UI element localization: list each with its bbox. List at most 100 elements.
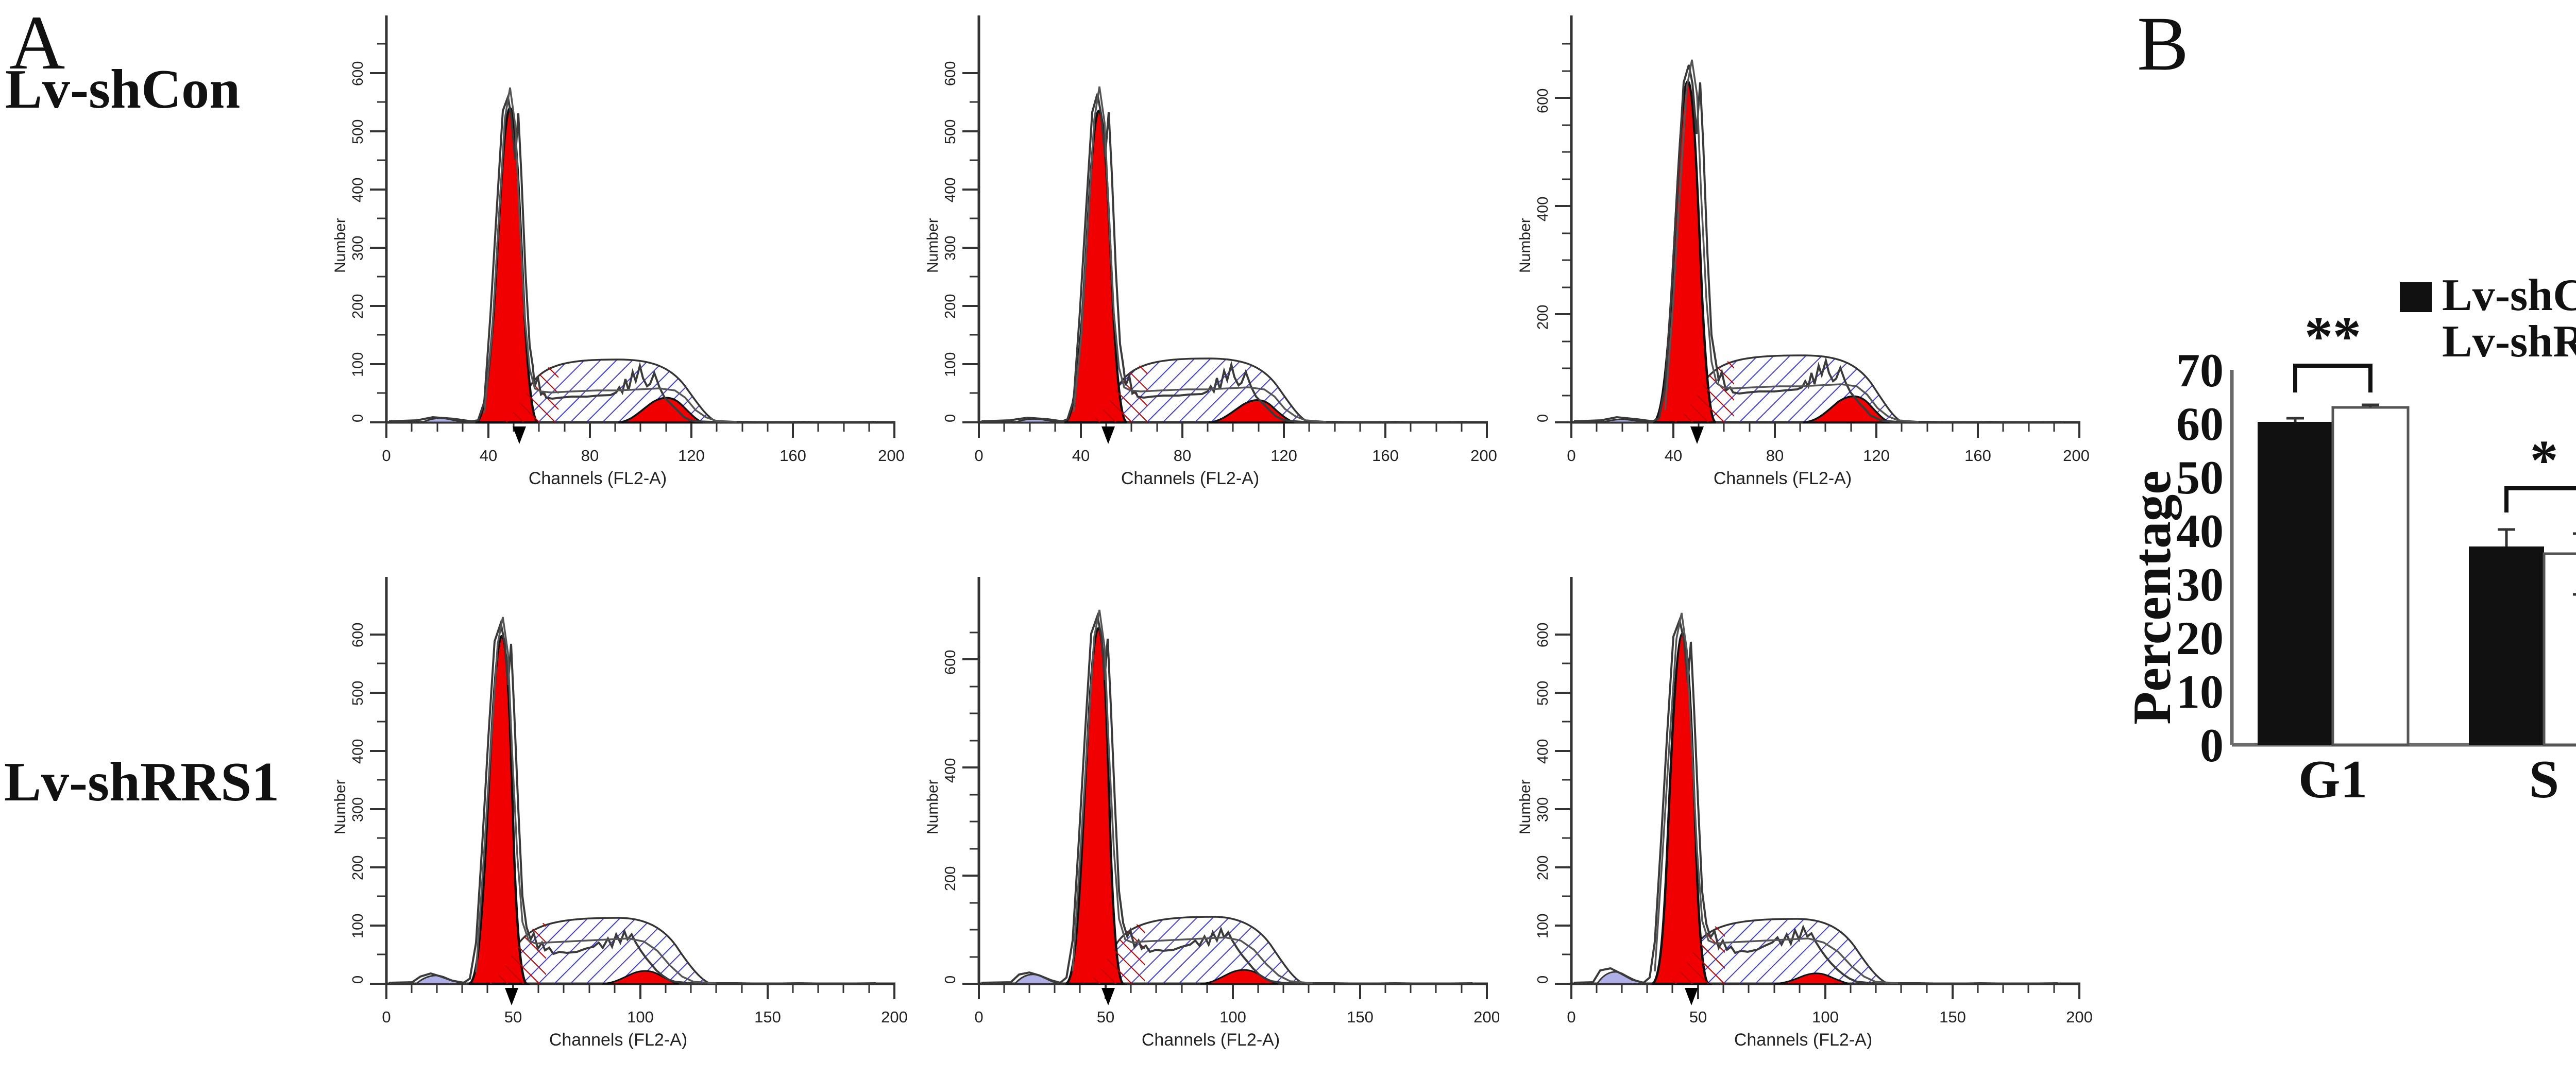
x-tick-100: 100 — [1812, 1008, 1839, 1026]
x-tick-40: 40 — [480, 447, 497, 465]
g1-peak — [1064, 109, 1128, 424]
x-axis-title: Channels (FL2-A) — [529, 469, 667, 488]
x-tick-40: 40 — [1072, 447, 1090, 465]
y-tick-0: 0 — [942, 976, 959, 984]
row-label-lv-shrrs1: Lv-shRRS1 — [4, 751, 280, 813]
x-tick-50: 50 — [1097, 1008, 1114, 1026]
x-tick-200: 200 — [1470, 447, 1497, 465]
x-tick-0: 0 — [382, 447, 391, 465]
x-tick-200: 200 — [881, 1008, 907, 1026]
x-tick-0: 0 — [1567, 447, 1575, 465]
y-axis-title: Number — [332, 779, 349, 834]
raw-data-trace — [388, 93, 876, 424]
gate-marker-triangle — [1101, 988, 1115, 1005]
y-tick-70: 70 — [2176, 344, 2224, 397]
x-tick-160: 160 — [1964, 447, 1991, 465]
x-tick-120: 120 — [1863, 447, 1890, 465]
cell-cycle-bar-chart: Lv-shCon Lv-shRRS1 0 10 20 30 40 50 60 7… — [2123, 278, 2576, 834]
g2-peak — [618, 397, 703, 423]
legend-label-lv-shrrs1: Lv-shRRS1 — [2442, 317, 2576, 367]
y-tick-300: 300 — [942, 236, 959, 261]
y-tick-600: 600 — [942, 61, 959, 86]
sig-bracket-s — [2504, 486, 2576, 512]
y-tick-20: 20 — [2176, 612, 2224, 664]
y-tick-40: 40 — [2176, 505, 2224, 557]
x-tick-120: 120 — [678, 447, 705, 465]
bar-s-lv-shcon — [2469, 546, 2544, 745]
y-axis-title: Number — [924, 218, 941, 273]
y-tick-200: 200 — [1535, 305, 1551, 330]
x-tick-120: 120 — [1270, 447, 1297, 465]
x-tick-200: 200 — [2066, 1008, 2092, 1026]
x-tick-150: 150 — [1939, 1008, 1966, 1026]
row-label-lv-shcon: Lv-shCon — [5, 59, 241, 120]
x-axis-title: Channels (FL2-A) — [1142, 1030, 1280, 1050]
x-axis-title: Channels (FL2-A) — [549, 1030, 687, 1050]
y-tick-100: 100 — [350, 352, 366, 377]
y-tick-500: 500 — [942, 119, 959, 144]
x-tick-0: 0 — [974, 1008, 983, 1026]
x-tick-150: 150 — [754, 1008, 781, 1026]
flow-histogram-lv-shcon-rep2: 0 100 200 300 400 500 600 Number 0 40 80… — [922, 5, 1499, 500]
x-tick-200: 200 — [2063, 447, 2090, 465]
gate-marker-triangle — [513, 426, 526, 444]
y-tick-100: 100 — [942, 352, 959, 377]
y-tick-200: 200 — [942, 294, 959, 319]
panel-b-letter: B — [2137, 1, 2189, 87]
bar-g1-lv-shrrs1 — [2331, 406, 2410, 746]
y-tick-400: 400 — [350, 178, 366, 202]
y-tick-500: 500 — [1535, 681, 1551, 706]
y-tick-100: 100 — [1535, 914, 1551, 938]
g1-peak — [1065, 627, 1128, 985]
g1-peak — [475, 107, 539, 424]
y-tick-0: 0 — [2200, 719, 2224, 772]
y-tick-200: 200 — [350, 856, 366, 880]
x-axis-title: Channels (FL2-A) — [1714, 469, 1852, 488]
raw-data-trace — [388, 619, 876, 985]
x-tick-100: 100 — [1219, 1008, 1246, 1026]
gate-marker-triangle — [1101, 426, 1115, 444]
y-tick-600: 600 — [350, 623, 366, 647]
bar-s-lv-shrrs1 — [2543, 552, 2576, 746]
raw-data-trace — [981, 93, 1468, 424]
y-axis-title: Number — [1517, 779, 1534, 834]
y-axis-title: Number — [924, 779, 941, 834]
sig-bracket-g1 — [2293, 364, 2372, 392]
y-tick-300: 300 — [350, 236, 366, 261]
y-tick-300: 300 — [1535, 797, 1551, 822]
flow-histogram-lv-shrrs1-rep1: 0 100 200 300 400 500 600 Number 0 50 10… — [330, 567, 907, 1061]
y-tick-30: 30 — [2176, 558, 2224, 611]
x-tick-0: 0 — [382, 1008, 391, 1026]
y-tick-600: 600 — [1535, 623, 1551, 647]
y-axis-title: Number — [1517, 218, 1534, 273]
x-axis-title: Channels (FL2-A) — [1121, 469, 1259, 488]
y-tick-500: 500 — [350, 681, 366, 706]
x-tick-160: 160 — [1372, 447, 1399, 465]
error-bar-s-lv-shcon — [2498, 528, 2515, 546]
y-axis-title: Percentage — [2123, 470, 2182, 725]
raw-data-trace — [1573, 64, 2062, 424]
x-axis-title: Channels (FL2-A) — [1734, 1030, 1872, 1050]
y-tick-200: 200 — [942, 866, 959, 891]
y-tick-400: 400 — [942, 758, 959, 783]
y-tick-300: 300 — [350, 797, 366, 822]
y-tick-400: 400 — [350, 739, 366, 764]
category-label-g1: G1 — [2298, 749, 2367, 809]
error-bar-g1-lv-shcon — [2286, 417, 2304, 422]
gate-marker-triangle — [505, 988, 518, 1005]
y-tick-0: 0 — [350, 414, 366, 422]
y-tick-400: 400 — [1535, 739, 1551, 764]
panel-a-letter: A — [9, 0, 65, 86]
raw-data-trace — [1573, 616, 2058, 985]
y-tick-0: 0 — [1535, 414, 1551, 422]
bar-g1-lv-shcon — [2258, 422, 2333, 745]
y-axis-title: Number — [332, 218, 349, 273]
x-tick-200: 200 — [1473, 1008, 1499, 1026]
y-tick-600: 600 — [1535, 89, 1551, 113]
y-tick-0: 0 — [942, 414, 959, 422]
y-tick-0: 0 — [350, 976, 366, 984]
x-tick-0: 0 — [1567, 1008, 1575, 1026]
g1-peak — [1651, 632, 1713, 985]
y-tick-600: 600 — [942, 650, 959, 675]
y-tick-200: 200 — [350, 294, 366, 319]
